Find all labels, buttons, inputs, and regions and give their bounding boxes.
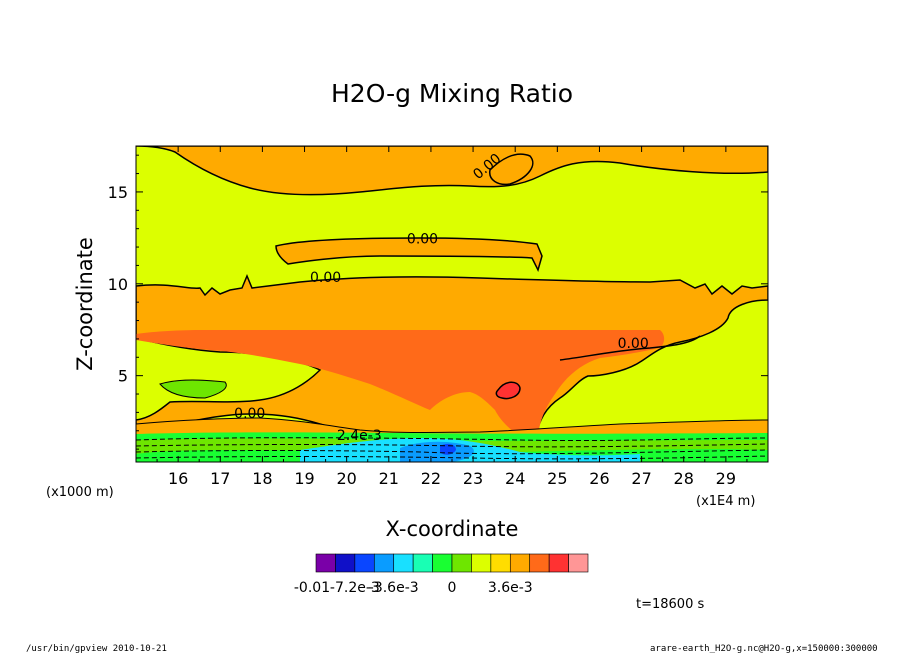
colorbar-swatch — [529, 553, 550, 573]
time-label: t=18600 s — [636, 597, 704, 612]
y-tick-label: 15 — [108, 183, 128, 202]
colorbar-swatch — [373, 553, 395, 573]
x-tick-label: 23 — [463, 469, 483, 488]
plot-area — [136, 146, 768, 462]
contour-label: 0.00 — [618, 336, 649, 352]
x-unit-left: (x1000 m) — [46, 485, 114, 500]
x-tick-label: 21 — [379, 469, 399, 488]
x-tick-label: 19 — [294, 469, 314, 488]
contour-label: 0.00 — [407, 231, 438, 247]
colorbar-tick-label: -0.01 — [294, 580, 330, 596]
colorbar-swatch — [471, 553, 492, 573]
colorbar-tick-label: 0 — [448, 580, 457, 596]
x-tick-label: 17 — [210, 469, 230, 488]
chart-title: H2O-g Mixing Ratio — [331, 79, 573, 108]
x-tick-label: 27 — [631, 469, 651, 488]
footer-right: arare-earth_H2O-g.nc@H2O-g,x=150000:3000… — [650, 644, 878, 654]
contour-label: 0.00 — [234, 406, 265, 422]
x-axis: 16 17 18 19 20 21 22 23 24 25 26 27 28 29 — [156, 146, 748, 488]
colorbar-swatch — [451, 553, 472, 573]
contour-label: 0.00 — [310, 270, 341, 286]
x-tick-label: 28 — [674, 469, 694, 488]
colorbar-tick-label: -3.6e-3 — [369, 580, 419, 596]
contour-labels: 0.000.000.000.000.002.4e-3 — [234, 151, 649, 444]
footer-left: /usr/bin/gpview 2010-10-21 — [26, 644, 167, 654]
colorbar-swatch — [568, 553, 589, 573]
y-axis: 5 10 15 — [108, 154, 768, 450]
x-tick-label: 18 — [252, 469, 272, 488]
negative-contours — [136, 437, 768, 460]
colorbar: -0.01 -7.2e-3-3.6e-3 0 3.6e-3 — [294, 553, 589, 596]
field-lower-orange — [136, 417, 768, 437]
colorbar-swatch — [509, 553, 531, 573]
colorbar-swatch — [548, 553, 569, 573]
x-tick-label: 22 — [421, 469, 441, 488]
field-red-core — [136, 330, 665, 436]
field-thin-band — [275, 237, 543, 273]
colorbar-swatch — [490, 553, 511, 573]
colorbar-tick-label: -7.2e-3 — [330, 580, 380, 596]
x-tick-label: 24 — [505, 469, 525, 488]
y-axis-title: Z-coordinate — [73, 237, 97, 371]
field-green-patch — [159, 379, 227, 399]
colorbar-swatch — [393, 553, 414, 573]
colorbar-swatch — [335, 553, 356, 573]
y-tick-label: 5 — [118, 367, 128, 386]
colorbar-swatch — [315, 553, 336, 573]
contour-label: 2.4e-3 — [337, 428, 382, 444]
colorbar-tick-label: 3.6e-3 — [488, 580, 533, 596]
field-upper-bump — [489, 153, 534, 186]
field-bottom-deepblue — [440, 443, 456, 455]
x-unit-right: (x1E4 m) — [696, 494, 755, 509]
colorbar-swatch — [432, 553, 453, 573]
contour-right-zero — [559, 335, 701, 361]
x-tick-label: 20 — [336, 469, 356, 488]
y-tick-label: 10 — [108, 275, 128, 294]
x-tick-label: 16 — [168, 469, 188, 488]
field-upper-band — [136, 146, 768, 196]
x-tick-label: 25 — [547, 469, 567, 488]
field-red-cell — [495, 381, 521, 400]
x-axis-title: X-coordinate — [386, 517, 519, 541]
x-tick-label: 26 — [589, 469, 609, 488]
x-tick-label: 29 — [716, 469, 736, 488]
colorbar-swatch — [412, 553, 433, 573]
colorbar-swatch — [354, 553, 375, 573]
